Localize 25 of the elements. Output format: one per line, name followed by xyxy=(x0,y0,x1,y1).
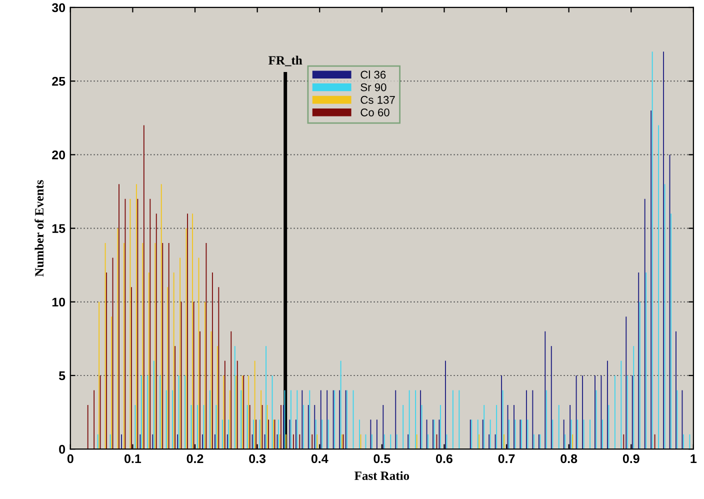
x-tick-label: 0.9 xyxy=(622,454,640,464)
x-tick-label: 0.3 xyxy=(249,454,266,464)
y-tick-label: 10 xyxy=(52,298,66,307)
x-axis-title: Fast Ratio xyxy=(354,471,410,480)
y-tick-label: 15 xyxy=(52,224,66,233)
y-tick-label: 5 xyxy=(58,371,66,380)
legend-label: Sr 90 xyxy=(360,83,386,92)
ref-line-label: FR_th xyxy=(268,56,302,66)
legend-label: Co 60 xyxy=(360,108,390,116)
y-tick-label: 20 xyxy=(52,150,66,160)
x-tick-label: 0.7 xyxy=(498,454,515,464)
x-tick-label: 0.2 xyxy=(186,454,204,464)
x-tick-label: 0.1 xyxy=(124,454,142,464)
x-tick-label: 1 xyxy=(690,454,697,464)
legend-label: Cs 137 xyxy=(360,96,395,104)
legend-label: Cl 36 xyxy=(360,70,386,79)
x-tick-label: 0.6 xyxy=(436,454,452,464)
x-tick-label: 0.5 xyxy=(374,454,390,464)
y-tick-label: 0 xyxy=(59,444,66,454)
x-tick-label: 0.4 xyxy=(311,454,328,464)
y-axis-title: Number of Events xyxy=(34,180,44,277)
y-tick-label: 30 xyxy=(52,3,66,12)
y-tick-label: 25 xyxy=(52,76,66,86)
x-tick-label: 0.8 xyxy=(560,454,578,464)
x-tick-label: 0 xyxy=(67,454,74,464)
